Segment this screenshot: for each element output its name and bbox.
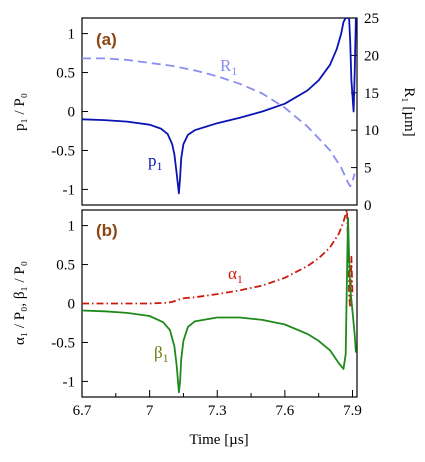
x-axis-tick-label: 7.9 — [343, 403, 362, 419]
panel-b-x-ticks: 6.7 7 7.3 7.6 7.9 — [73, 390, 362, 419]
panel-b-left-tick-label: 0.5 — [56, 258, 75, 274]
panel-b-left-ticks: 1 0.5 0 -0.5 -1 — [51, 219, 88, 390]
panel-b-left-tick-label: 0 — [68, 297, 76, 313]
panel-b-label: (b) — [96, 221, 118, 240]
x-axis-tick-label: 7.3 — [208, 403, 227, 419]
panel-b-left-tick-label: -0.5 — [51, 335, 75, 351]
panel-a-left-axis-label: p₁ / P₀ — [12, 93, 28, 131]
panel-a-left-tick-label: 1 — [68, 27, 76, 43]
x-axis-tick-label: 7 — [146, 403, 154, 419]
panel-b-series — [82, 210, 357, 394]
panel-a-right-tick-label: 20 — [364, 48, 379, 64]
panel-b-frame — [81, 209, 358, 398]
panel-a-right-ticks: 25 20 15 10 5 0 — [351, 11, 379, 214]
panel-a-series-line-1 — [82, 18, 357, 195]
panel-a-frame — [81, 17, 358, 206]
annotation-p1: p1 — [148, 151, 163, 173]
panel-b-left-axis-label: α₁ / P₀, β₁ / P₀ — [12, 261, 28, 345]
panel-a-label: (a) — [96, 30, 117, 49]
annotation-beta1: β1 — [154, 343, 169, 365]
panel-b-left-tick-label: -1 — [63, 374, 76, 390]
panel-a-left-tick-label: 0 — [68, 105, 76, 121]
x-axis-tick-label: 6.7 — [73, 403, 92, 419]
panel-a-right-tick-label: 0 — [364, 198, 372, 214]
panel-a-right-tick-label: 5 — [364, 161, 372, 177]
panel-a-right-tick-label: 15 — [364, 86, 379, 102]
panel-a-left-tick-label: -1 — [63, 182, 76, 198]
panel-a-right-tick-label: 25 — [364, 11, 379, 27]
panel-a-right-tick-label: 10 — [364, 123, 379, 139]
panel-a-series — [82, 18, 357, 195]
annotation-alpha1: α1 — [228, 264, 243, 286]
panel-b-left-tick-label: 1 — [68, 219, 76, 235]
panel-a-series-line-2 — [82, 57, 356, 188]
annotation-R1: R1 — [220, 56, 237, 78]
panel-a-left-tick-label: -0.5 — [51, 143, 75, 159]
panel-a-right-axis-label: R₁ [µm] — [401, 87, 417, 136]
panel-b-series-line-2 — [82, 216, 357, 394]
x-axis-tick-label: 7.6 — [275, 403, 294, 419]
x-axis-label: Time [µs] — [189, 432, 248, 448]
panel-b-series-line-1 — [82, 210, 354, 309]
panel-a-left-tick-label: 0.5 — [56, 66, 75, 82]
panel-a-left-ticks: 1 0.5 0 -0.5 -1 — [51, 27, 88, 198]
